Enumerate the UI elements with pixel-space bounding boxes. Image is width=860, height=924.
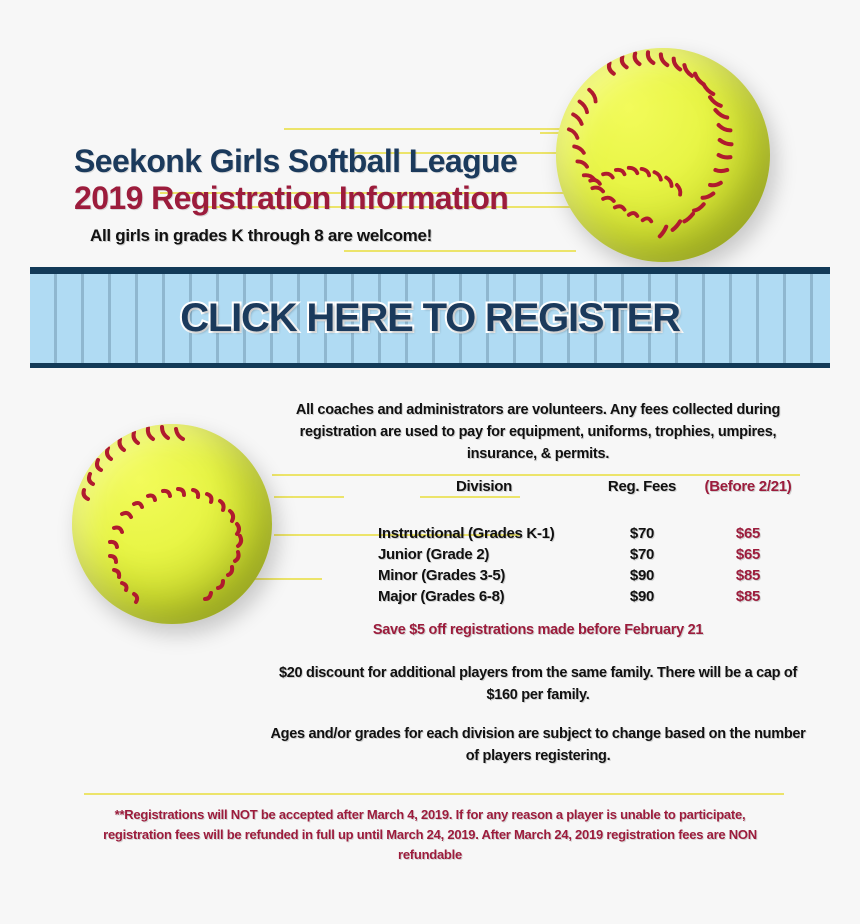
motion-line (274, 496, 344, 498)
cell-reg-fee: $90 (629, 567, 655, 584)
motion-line (284, 128, 574, 130)
cell-reg-fee: $90 (629, 588, 655, 605)
motion-line (420, 496, 520, 498)
softball-icon (72, 424, 272, 624)
cell-reg-fee: $70 (629, 546, 655, 563)
grades-subject-to-change-note: Ages and/or grades for each division are… (270, 726, 806, 764)
register-cta-banner[interactable]: CLICK HERE TO REGISTER (30, 267, 830, 368)
fee-table-head: Division Reg. Fees (Before 2/21) (378, 478, 802, 523)
cell-early-fee: $65 (735, 525, 761, 542)
table-row: Major (Grades 6-8) $90 $85 (378, 586, 802, 607)
page-title-line-1: Seekonk Girls Softball League (74, 143, 518, 179)
family-discount-note: $20 discount for additional players from… (278, 665, 798, 703)
motion-line (84, 793, 784, 795)
column-header-division: Division (456, 478, 512, 495)
motion-line (200, 206, 574, 208)
cell-early-fee: $65 (735, 546, 761, 563)
motion-line (352, 152, 574, 154)
motion-line (344, 250, 576, 252)
column-header-before-date: (Before 2/21) (704, 478, 792, 495)
motion-line (252, 578, 322, 580)
fee-table-body: Instructional (Grades K-1) $70 $65 Junio… (378, 523, 802, 607)
fee-table-header-row: Division Reg. Fees (Before 2/21) (378, 478, 802, 523)
motion-line (272, 474, 800, 476)
cell-early-fee: $85 (735, 588, 761, 605)
page-title-line-2: 2019 Registration Information (74, 180, 509, 216)
cell-division: Junior (Grade 2) (378, 546, 490, 563)
registration-deadline-footnote: **Registrations will NOT be accepted aft… (103, 807, 757, 862)
cell-division: Instructional (Grades K-1) (378, 525, 555, 542)
cell-reg-fee: $70 (629, 525, 655, 542)
column-header-reg-fees: Reg. Fees (607, 478, 677, 495)
motion-line (160, 192, 570, 194)
volunteer-intro-paragraph: All coaches and administrators are volun… (295, 402, 781, 462)
fee-table: Division Reg. Fees (Before 2/21) Instruc… (378, 478, 802, 607)
softball-seams (72, 424, 272, 624)
cell-division: Minor (Grades 3-5) (378, 567, 506, 584)
softball-seams (556, 48, 770, 262)
page-subtitle: All girls in grades K through 8 are welc… (90, 226, 432, 245)
motion-line (274, 534, 520, 536)
table-row: Instructional (Grades K-1) $70 $65 (378, 523, 802, 544)
table-row: Minor (Grades 3-5) $90 $85 (378, 565, 802, 586)
softball-icon (556, 48, 770, 262)
cell-early-fee: $85 (735, 567, 761, 584)
early-bird-save-note: Save $5 off registrations made before Fe… (372, 622, 704, 638)
table-row: Junior (Grade 2) $70 $65 (378, 544, 802, 565)
cell-division: Major (Grades 6-8) (378, 588, 505, 605)
register-cta-label: CLICK HERE TO REGISTER (178, 294, 683, 342)
